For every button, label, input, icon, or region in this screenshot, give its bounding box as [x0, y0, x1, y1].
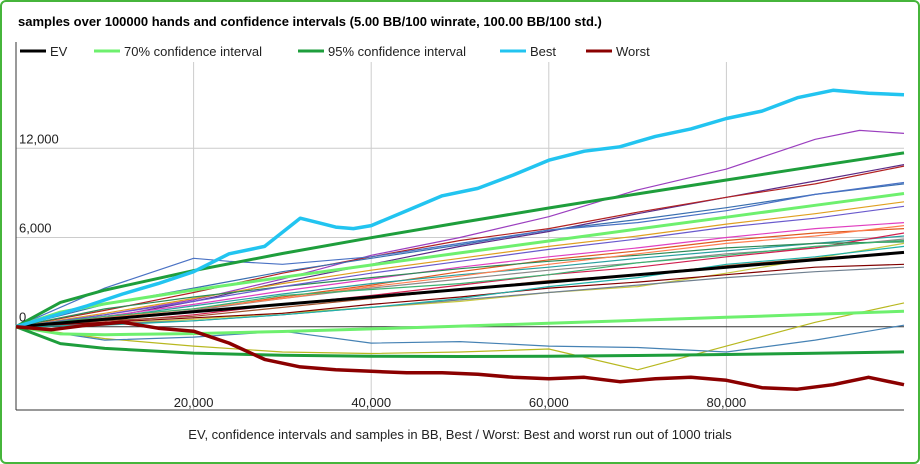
sample-run-15-line [15, 242, 905, 328]
ev-line [15, 250, 905, 329]
worst-line [15, 320, 905, 391]
95-confidence-interval-line [15, 325, 905, 358]
y-tick-label: 12,000 [19, 131, 59, 146]
y-tick-label: 0 [19, 310, 26, 325]
x-tick-label: 80,000 [707, 395, 747, 410]
sample-run-21-line [15, 205, 905, 328]
sample-run-12-line [15, 222, 905, 328]
sample-run-10-line [15, 183, 905, 328]
legend-label: EV [50, 44, 68, 59]
sample-run-19-line [15, 241, 905, 328]
70-confidence-interval-line [15, 309, 905, 337]
x-tick-label: 40,000 [351, 395, 391, 410]
legend-label: Best [530, 44, 556, 59]
chart-title: samples over 100000 hands and confidence… [18, 14, 602, 29]
tick-labels: 20,000 40,000 60,000 80,000 0 6,000 12,000 [19, 131, 746, 410]
legend: EV 70% confidence interval 95% confidence … [20, 44, 650, 59]
sample-run-28-line [15, 181, 905, 328]
sample-run-26-line [15, 324, 905, 353]
sample-run-24-line [15, 245, 905, 328]
sample-run-9-line [15, 165, 905, 328]
x-tick-label: 20,000 [174, 395, 214, 410]
x-tick-label: 60,000 [529, 395, 569, 410]
70-confidence-interval-line [15, 192, 905, 329]
legend-label: 95% confidence interval [328, 44, 466, 59]
sample-run-14-line [15, 235, 905, 328]
chart-caption: EV, confidence intervals and samples in … [188, 427, 732, 442]
series-group [15, 88, 905, 391]
legend-label: Worst [616, 44, 650, 59]
sample-run-7-line [15, 129, 905, 328]
best-line [15, 88, 905, 329]
sample-run-25-line [15, 302, 905, 371]
sample-run-8-line [15, 164, 905, 328]
y-tick-label: 6,000 [19, 220, 52, 235]
sample-run-27-line [15, 239, 905, 328]
sample-run-11-line [15, 201, 905, 328]
95-confidence-interval-line [15, 151, 905, 329]
legend-label: 70% confidence interval [124, 44, 262, 59]
sample-run-23-line [15, 263, 905, 328]
